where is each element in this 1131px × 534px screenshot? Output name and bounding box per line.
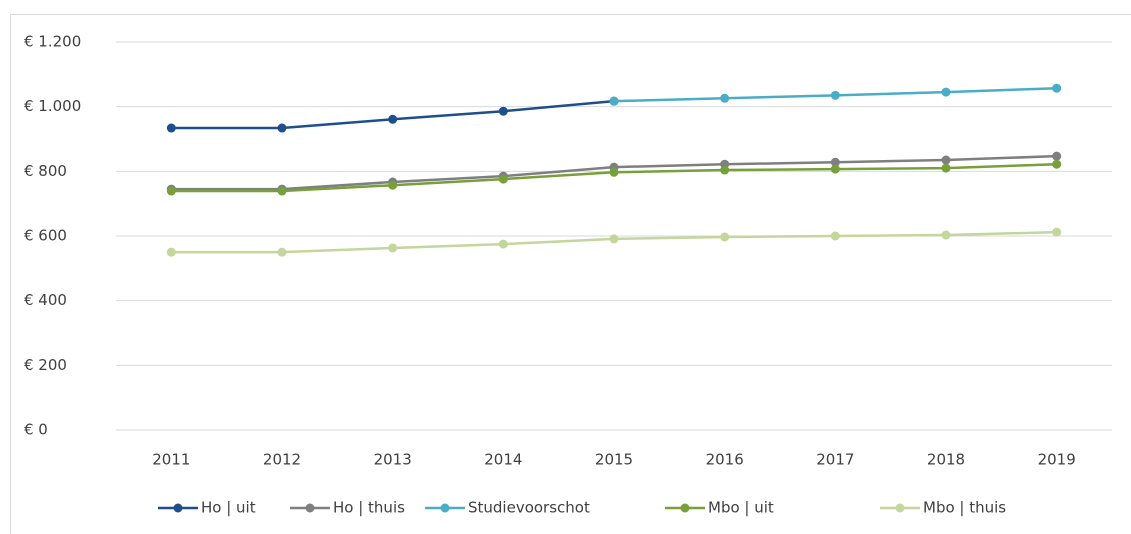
data-point: [166, 247, 176, 257]
data-point: [609, 234, 619, 244]
data-point: [830, 90, 840, 100]
x-tick-label: 2011: [152, 451, 190, 469]
data-point: [720, 93, 730, 103]
legend-marker: [173, 503, 183, 513]
x-tick-label: 2016: [706, 451, 744, 469]
data-point: [277, 123, 287, 133]
y-tick-label: € 400: [24, 291, 67, 309]
legend-marker: [440, 503, 450, 513]
x-tick-label: 2018: [927, 451, 965, 469]
legend-marker: [305, 503, 315, 513]
data-point: [830, 157, 840, 167]
x-tick-label: 2014: [484, 451, 522, 469]
y-tick-label: € 800: [24, 162, 67, 180]
data-point: [941, 87, 951, 97]
x-tick-label: 2013: [374, 451, 412, 469]
data-point: [498, 106, 508, 116]
legend-label: Mbo | thuis: [923, 499, 1006, 517]
legend-label: Ho | uit: [201, 499, 256, 517]
chart-frame: [10, 14, 1131, 534]
data-point: [720, 165, 730, 175]
legend-label: Studievoorschot: [468, 499, 590, 517]
data-point: [609, 167, 619, 177]
data-point: [1052, 159, 1062, 169]
x-tick-label: 2015: [595, 451, 633, 469]
data-point: [609, 96, 619, 106]
data-point: [166, 186, 176, 196]
y-tick-label: € 1.200: [24, 33, 81, 51]
data-point: [1052, 83, 1062, 93]
data-point: [388, 180, 398, 190]
data-point: [388, 114, 398, 124]
data-point: [1052, 227, 1062, 237]
data-point: [498, 174, 508, 184]
data-point: [388, 243, 398, 253]
legend-marker: [680, 503, 690, 513]
y-tick-label: € 200: [24, 356, 67, 374]
data-point: [1052, 151, 1062, 161]
data-point: [941, 230, 951, 240]
x-tick-label: 2017: [816, 451, 854, 469]
data-point: [277, 247, 287, 257]
data-point: [941, 155, 951, 165]
data-point: [720, 232, 730, 242]
data-point: [498, 239, 508, 249]
y-tick-label: € 1.000: [24, 97, 81, 115]
y-tick-label: € 0: [24, 421, 48, 439]
data-point: [830, 164, 840, 174]
series-line: [171, 99, 615, 130]
data-point: [166, 123, 176, 133]
legend-marker: [895, 503, 905, 513]
y-tick-label: € 600: [24, 227, 67, 245]
legend-label: Mbo | uit: [708, 499, 774, 517]
data-point: [941, 163, 951, 173]
legend-label: Ho | thuis: [333, 499, 405, 517]
data-point: [830, 231, 840, 241]
data-point: [277, 186, 287, 196]
x-tick-label: 2019: [1038, 451, 1076, 469]
x-tick-label: 2012: [263, 451, 301, 469]
